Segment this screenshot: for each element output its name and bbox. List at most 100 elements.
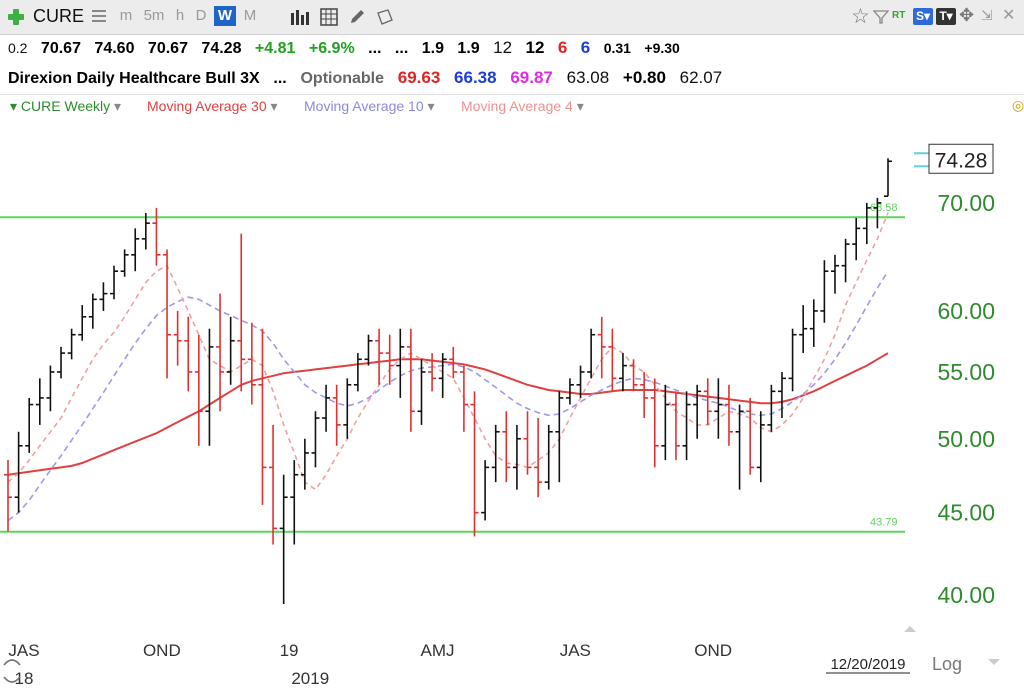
grid-icon[interactable]	[320, 8, 338, 26]
quote-change-pct: +6.9%	[308, 40, 355, 57]
ohlc-bar	[163, 249, 172, 379]
quote-low: 70.67	[147, 40, 188, 57]
ohlc-bar	[406, 328, 415, 432]
quote-v1: 1.9	[421, 40, 444, 57]
ohlc-bar	[141, 212, 150, 250]
legend-item-ma10[interactable]: Moving Average 10 ▾	[304, 98, 435, 114]
add-icon[interactable]	[7, 8, 25, 26]
close-icon[interactable]: ✕	[1002, 7, 1016, 24]
ohlc-bar	[290, 460, 299, 545]
note-icon[interactable]	[376, 8, 394, 26]
chart-misc: Log	[3, 626, 1000, 683]
ohlc-bar	[682, 391, 691, 461]
ohlc-bar	[88, 293, 97, 329]
ohlc-bar	[184, 316, 193, 392]
ohlc-bar	[597, 316, 606, 379]
ohlc-bars	[4, 158, 892, 605]
ohlc-bar	[78, 305, 87, 341]
info-p6: 62.07	[679, 68, 723, 87]
ohlc-bar	[194, 334, 203, 446]
ohlc-bar	[555, 391, 564, 483]
interval-5m-button[interactable]: 5m	[143, 7, 165, 24]
ohlc-bar	[449, 346, 458, 379]
info-dots: ...	[273, 70, 287, 87]
ohlc-bar	[544, 424, 553, 490]
legend-item-ma4[interactable]: Moving Average 4 ▾	[461, 98, 584, 114]
info-p4: 63.08	[566, 68, 610, 87]
hline-label-1: 43.79	[870, 517, 898, 529]
ohlc-bar	[311, 411, 320, 468]
symbol-input[interactable]: CURE	[33, 6, 85, 26]
ohlc-bar	[417, 359, 426, 425]
info-p5: +0.80	[622, 68, 666, 87]
security-name: Direxion Daily Healthcare Bull 3X	[8, 70, 260, 87]
ohlc-bar	[131, 228, 140, 272]
optionable-label: Optionable	[300, 70, 385, 87]
interval-w-button[interactable]: W	[214, 6, 236, 26]
ohlc-bar	[481, 460, 490, 521]
star-icon[interactable]: ☆	[851, 5, 870, 28]
ohlc-bar	[14, 431, 23, 513]
list-icon[interactable]	[92, 9, 106, 23]
y-tick-label: 45.00	[937, 500, 995, 526]
legend-item-weekly[interactable]: ▾ CURE Weekly ▾	[10, 98, 122, 114]
move-icon[interactable]: ✥	[959, 5, 975, 25]
x-axis: JAS OND 19 AMJ JAS OND 18 2019 12/20/2019	[8, 641, 910, 688]
ohlc-bar	[650, 378, 659, 468]
s-menu-icon[interactable]: S▾	[913, 8, 933, 25]
settings-icon[interactable]: ◎	[1012, 97, 1024, 113]
interval-h-button[interactable]: h	[175, 7, 185, 24]
legend-label-weekly: CURE Weekly	[20, 98, 111, 114]
legend-item-ma30[interactable]: Moving Average 30 ▾	[147, 98, 278, 114]
interval-d-button[interactable]: D	[195, 7, 207, 24]
t-menu-icon[interactable]: T▾	[936, 8, 956, 25]
ohlc-bar	[809, 299, 818, 347]
y-tick-label: 55.00	[937, 359, 995, 385]
ohlc-bar	[4, 460, 12, 532]
info-p1: 69.63	[397, 68, 441, 87]
scroll-up-icon	[904, 626, 916, 632]
quote-dots-2: ...	[394, 40, 409, 57]
log-scale-toggle[interactable]: Log	[932, 654, 962, 674]
ohlc-bar	[428, 353, 437, 392]
y-tick-label: 70.00	[937, 190, 995, 216]
ohlc-bar	[703, 378, 712, 425]
ohlc-bar	[332, 384, 341, 446]
bar-chart-icon[interactable]	[290, 9, 310, 25]
ohlc-bar	[587, 328, 596, 379]
ma30-line	[7, 352, 889, 476]
ohlc-bar	[99, 282, 108, 311]
pencil-icon[interactable]	[348, 8, 366, 26]
ohlc-bar	[46, 365, 55, 412]
realtime-toggle[interactable]: RT	[892, 10, 906, 21]
ohlc-bar	[671, 391, 680, 461]
expand-icon[interactable]: ⇲	[981, 7, 993, 23]
ohlc-bar	[767, 384, 776, 432]
ohlc-bar	[300, 438, 309, 490]
ohlc-bar	[152, 207, 161, 266]
quote-v2: 1.9	[457, 40, 480, 57]
ohlc-bar	[269, 424, 278, 545]
ohlc-bar	[396, 328, 405, 398]
x-year-label: 2019	[291, 669, 329, 688]
quote-v3: 12	[493, 38, 513, 57]
ohlc-bar	[67, 328, 76, 360]
quote-high: 74.60	[94, 40, 135, 57]
ohlc-bar	[322, 384, 331, 432]
ohlc-bar	[353, 353, 362, 392]
ohlc-bar	[459, 365, 468, 432]
ohlc-bar	[375, 328, 384, 385]
ohlc-bar	[502, 411, 511, 483]
x-tick-label: 19	[280, 641, 299, 660]
current-date-label: 12/20/2019	[830, 656, 905, 673]
x-tick-label: AMJ	[420, 641, 454, 660]
interval-m-button[interactable]: m	[119, 7, 133, 24]
ohlc-bar	[746, 397, 755, 475]
quote-v6: 6	[580, 38, 591, 57]
ohlc-bar	[364, 334, 373, 366]
alert-filter-icon[interactable]	[873, 9, 889, 25]
interval-month-button[interactable]: M	[243, 7, 257, 24]
ohlc-bar	[873, 197, 882, 229]
ohlc-bar	[534, 418, 543, 498]
